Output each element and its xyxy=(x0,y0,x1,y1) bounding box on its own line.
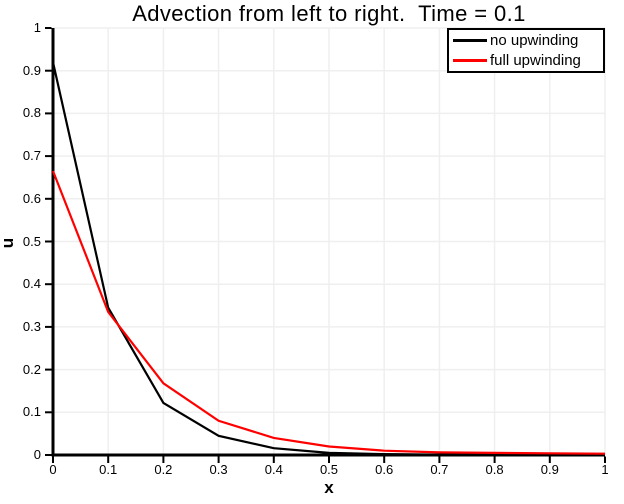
y-tick-label: 0.8 xyxy=(22,105,41,121)
legend-line-sample-red xyxy=(453,58,487,62)
legend-item-no-upwinding: no upwinding xyxy=(453,31,599,50)
series-line-full-upwinding xyxy=(51,170,606,455)
x-tick-label: 0.9 xyxy=(540,462,559,477)
y-tick-label: 0.9 xyxy=(22,62,41,78)
x-axis-label: x xyxy=(324,478,334,497)
x-tick-label: 0 xyxy=(49,462,57,477)
y-tick-label: 0.2 xyxy=(22,361,41,377)
y-tick-label: 0 xyxy=(33,447,41,462)
axis-layer xyxy=(45,27,606,463)
x-tick-label: 0.7 xyxy=(430,462,449,477)
series-line-no-upwinding xyxy=(51,61,605,456)
y-tick-label: 0.7 xyxy=(22,148,41,164)
x-tick-label: 0.8 xyxy=(485,462,504,477)
legend: no upwinding full upwinding xyxy=(447,28,605,73)
y-tick-label: 1 xyxy=(33,20,41,35)
x-tick-label: 1 xyxy=(601,462,609,477)
legend-label-full-upwinding: full upwinding xyxy=(490,51,581,69)
chart-title: Advection from left to right. Time = 0.1 xyxy=(132,1,526,26)
y-tick-label: 0.6 xyxy=(22,190,41,206)
y-tick-label: 0.5 xyxy=(22,233,41,249)
y-tick-label: 0.3 xyxy=(22,318,41,334)
y-tick-label: 0.4 xyxy=(22,276,41,292)
x-tick-label: 0.1 xyxy=(99,462,118,477)
y-tick-label: 0.1 xyxy=(22,404,41,420)
legend-item-full-upwinding: full upwinding xyxy=(453,51,599,70)
series-layer xyxy=(51,61,606,456)
x-tick-label: 0.4 xyxy=(264,462,283,477)
legend-line-sample-black xyxy=(453,39,487,43)
y-axis-label: u xyxy=(0,221,18,265)
x-tick-label: 0.3 xyxy=(209,462,228,477)
x-tick-label: 0.2 xyxy=(154,462,173,477)
x-tick-label: 0.6 xyxy=(375,462,394,477)
x-tick-label: 0.5 xyxy=(319,462,339,477)
grid-layer xyxy=(53,27,606,455)
legend-label-no-upwinding: no upwinding xyxy=(490,32,579,50)
